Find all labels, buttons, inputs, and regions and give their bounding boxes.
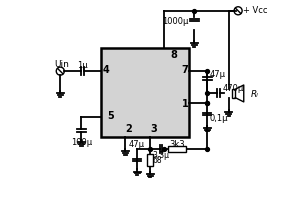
Text: 1000μ: 1000μ bbox=[162, 17, 188, 26]
Bar bbox=[100, 49, 189, 137]
Text: 47μ: 47μ bbox=[128, 139, 144, 148]
Text: 68: 68 bbox=[153, 156, 162, 165]
Text: 3k3: 3k3 bbox=[169, 139, 185, 148]
Text: 2: 2 bbox=[126, 123, 132, 133]
Text: 7: 7 bbox=[182, 65, 188, 75]
Text: 100μ: 100μ bbox=[71, 137, 92, 146]
Text: 470μ: 470μ bbox=[223, 84, 244, 93]
Text: 0,1μ: 0,1μ bbox=[210, 113, 228, 122]
Text: 3,3μ: 3,3μ bbox=[153, 150, 170, 159]
Text: + Vcc: + Vcc bbox=[243, 6, 268, 15]
Text: Uin: Uin bbox=[55, 60, 70, 69]
Text: 47μ: 47μ bbox=[210, 69, 226, 78]
Text: 3: 3 bbox=[151, 123, 157, 133]
Text: 5: 5 bbox=[107, 111, 114, 121]
Bar bbox=[232, 90, 235, 98]
Text: 1μ: 1μ bbox=[77, 61, 88, 70]
Text: 8: 8 bbox=[170, 50, 177, 60]
Bar bbox=[148, 155, 153, 166]
Text: 1: 1 bbox=[182, 99, 188, 108]
Text: 4: 4 bbox=[103, 65, 109, 75]
Text: Rₗ: Rₗ bbox=[251, 89, 259, 98]
Bar bbox=[168, 146, 186, 152]
